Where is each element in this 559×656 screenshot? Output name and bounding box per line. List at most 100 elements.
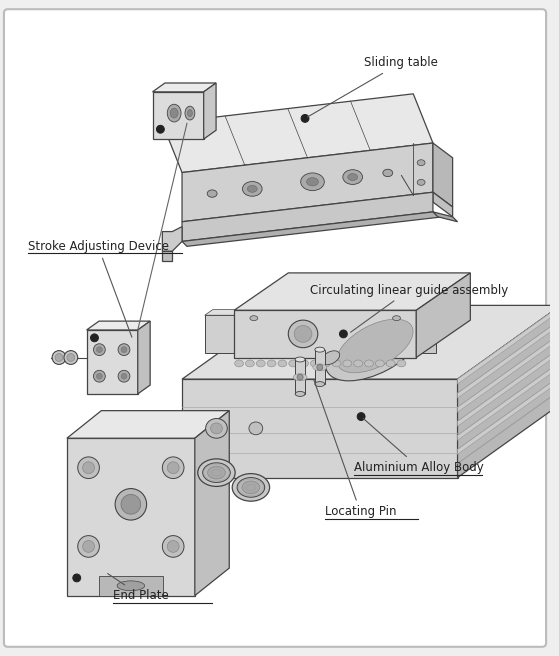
Polygon shape: [182, 379, 457, 478]
Circle shape: [339, 330, 347, 338]
Ellipse shape: [203, 462, 230, 482]
Polygon shape: [99, 576, 163, 596]
Polygon shape: [182, 192, 433, 241]
Ellipse shape: [83, 541, 94, 552]
Ellipse shape: [243, 182, 262, 196]
Ellipse shape: [343, 170, 362, 184]
Polygon shape: [315, 350, 325, 384]
Ellipse shape: [64, 350, 78, 364]
Polygon shape: [195, 411, 229, 596]
Polygon shape: [182, 212, 443, 247]
Ellipse shape: [288, 320, 318, 348]
Text: Locating Pin: Locating Pin: [314, 380, 396, 518]
Ellipse shape: [232, 474, 269, 501]
Ellipse shape: [321, 360, 330, 367]
Ellipse shape: [185, 106, 195, 120]
Ellipse shape: [118, 344, 130, 356]
Polygon shape: [234, 273, 470, 310]
Ellipse shape: [162, 457, 184, 478]
Ellipse shape: [167, 104, 181, 122]
Circle shape: [357, 413, 365, 420]
Ellipse shape: [295, 392, 305, 396]
Ellipse shape: [397, 360, 406, 367]
Ellipse shape: [78, 457, 100, 478]
Ellipse shape: [315, 382, 325, 386]
Ellipse shape: [167, 541, 179, 552]
Ellipse shape: [207, 466, 225, 479]
Polygon shape: [457, 333, 559, 412]
Ellipse shape: [93, 370, 105, 382]
Ellipse shape: [289, 360, 297, 367]
Polygon shape: [457, 348, 559, 426]
Ellipse shape: [237, 478, 264, 497]
Polygon shape: [416, 316, 436, 352]
Ellipse shape: [321, 351, 340, 365]
Polygon shape: [295, 359, 305, 394]
Ellipse shape: [354, 360, 363, 367]
Ellipse shape: [242, 481, 260, 494]
Polygon shape: [416, 273, 470, 358]
Ellipse shape: [78, 535, 100, 557]
Ellipse shape: [198, 459, 235, 486]
Ellipse shape: [310, 360, 319, 367]
Ellipse shape: [207, 190, 217, 197]
Ellipse shape: [93, 344, 105, 356]
Polygon shape: [153, 83, 216, 92]
Ellipse shape: [267, 360, 276, 367]
Ellipse shape: [364, 360, 373, 367]
Ellipse shape: [55, 354, 63, 361]
Circle shape: [73, 574, 80, 582]
Ellipse shape: [348, 174, 358, 180]
Ellipse shape: [383, 169, 392, 176]
Polygon shape: [205, 316, 234, 352]
Ellipse shape: [278, 360, 287, 367]
Ellipse shape: [52, 350, 66, 364]
Ellipse shape: [96, 346, 102, 352]
Ellipse shape: [325, 311, 424, 381]
Ellipse shape: [167, 462, 179, 474]
Ellipse shape: [245, 360, 254, 367]
Ellipse shape: [315, 347, 325, 352]
Ellipse shape: [118, 370, 130, 382]
Text: End Plate: End Plate: [107, 573, 169, 602]
Polygon shape: [234, 310, 416, 358]
Circle shape: [297, 374, 303, 380]
Polygon shape: [87, 321, 150, 330]
Ellipse shape: [117, 581, 145, 590]
Ellipse shape: [295, 357, 305, 362]
Ellipse shape: [417, 180, 425, 186]
Ellipse shape: [392, 316, 400, 321]
Text: Aluminium Alloy Body: Aluminium Alloy Body: [354, 419, 484, 474]
Polygon shape: [182, 143, 433, 222]
Ellipse shape: [121, 346, 127, 352]
Polygon shape: [162, 227, 182, 251]
Ellipse shape: [67, 354, 75, 361]
Circle shape: [157, 125, 164, 133]
Text: Sliding table: Sliding table: [307, 56, 438, 117]
Text: Stroke Adjusting Device: Stroke Adjusting Device: [27, 240, 169, 337]
Ellipse shape: [121, 495, 141, 514]
Ellipse shape: [376, 360, 384, 367]
Ellipse shape: [301, 173, 324, 191]
Circle shape: [301, 115, 309, 123]
Polygon shape: [203, 83, 216, 139]
Polygon shape: [162, 94, 433, 173]
Ellipse shape: [206, 419, 228, 438]
Polygon shape: [457, 376, 559, 455]
Ellipse shape: [248, 186, 257, 192]
Polygon shape: [433, 192, 453, 217]
Ellipse shape: [115, 489, 146, 520]
Ellipse shape: [83, 462, 94, 474]
Ellipse shape: [343, 360, 352, 367]
Ellipse shape: [235, 360, 244, 367]
Ellipse shape: [294, 325, 312, 342]
Circle shape: [317, 364, 323, 370]
Ellipse shape: [300, 360, 309, 367]
Polygon shape: [162, 251, 172, 261]
Ellipse shape: [293, 374, 307, 380]
Ellipse shape: [306, 178, 319, 186]
Polygon shape: [457, 306, 559, 478]
Circle shape: [91, 334, 98, 342]
Ellipse shape: [386, 360, 395, 367]
Ellipse shape: [337, 319, 413, 373]
